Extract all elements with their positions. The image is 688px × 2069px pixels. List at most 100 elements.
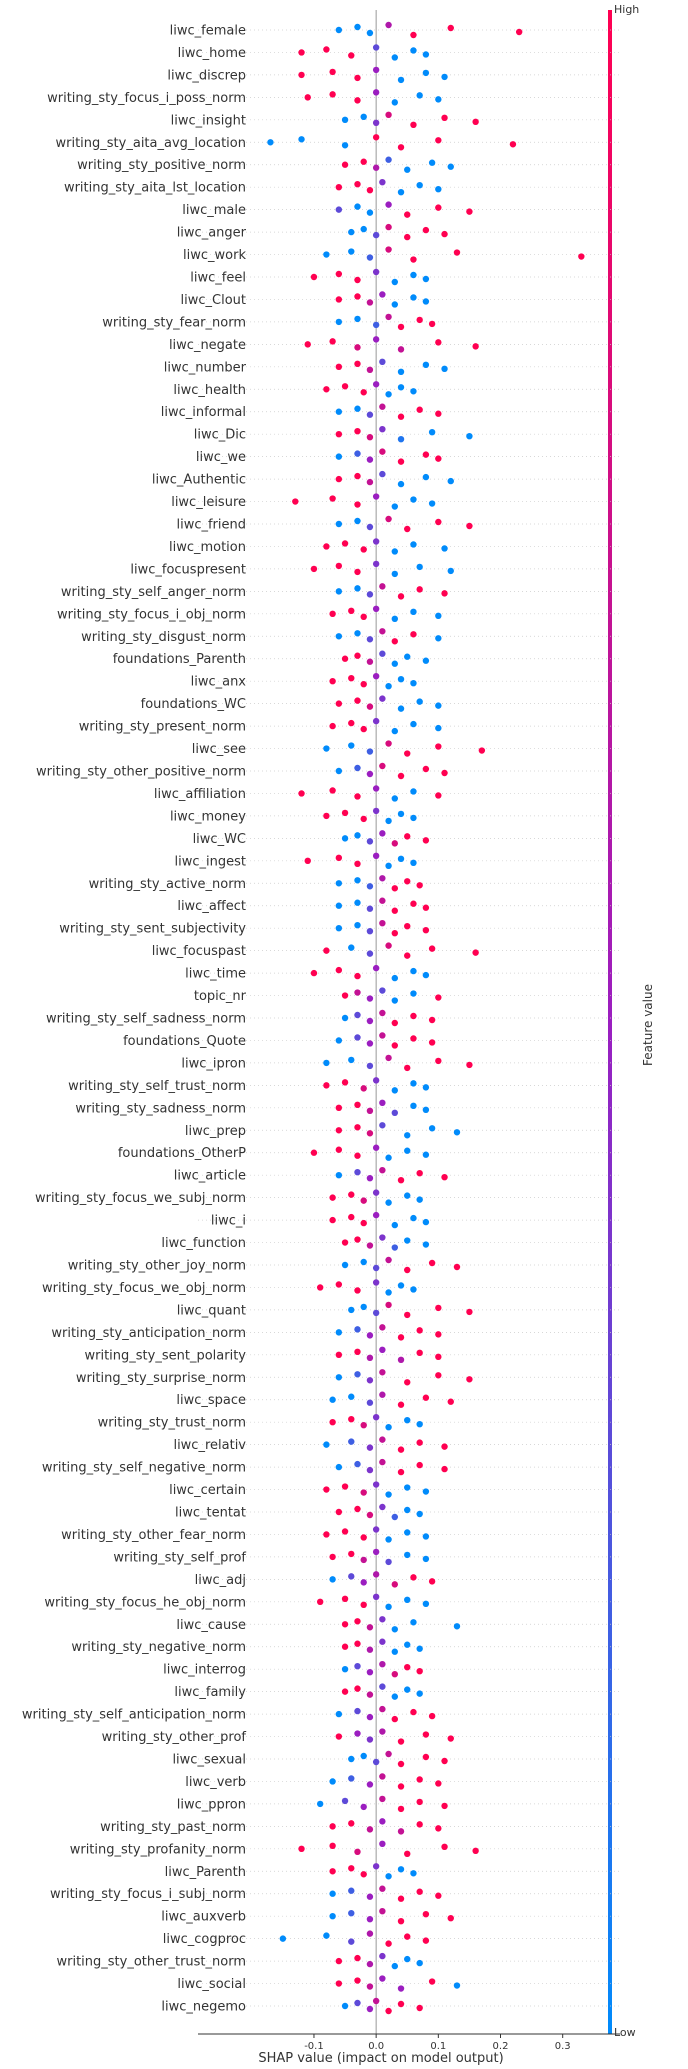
point [372,560,380,568]
point [472,1847,479,1855]
feature-label: liwc_feel [190,271,246,286]
feature-label: liwc_space [176,1393,246,1408]
point [341,116,349,124]
point [323,543,330,550]
point [391,638,398,645]
point [341,1595,349,1603]
point [335,1037,343,1044]
point [441,230,448,238]
feature-label: writing_sty_other_positive_norm [36,765,246,780]
point [379,1369,386,1376]
feature-label: topic_nr [194,989,247,1004]
point [366,1691,374,1698]
point [416,406,423,413]
point [348,1393,355,1400]
point [466,1376,473,1383]
point [379,1840,386,1848]
colorbar-high: High [614,3,639,16]
point [341,1797,349,1805]
point [379,1773,386,1780]
point [397,346,405,353]
point [428,1039,436,1046]
feature-label: writing_sty_negative_norm [71,1640,246,1655]
x-tick-label: -0.1 [304,2041,324,2052]
point [366,1983,374,1990]
point [323,947,330,954]
point [354,315,361,323]
point [366,1781,374,1788]
point [441,1173,448,1181]
feature-label: writing_sty_disgust_norm [81,630,246,645]
point [410,788,417,795]
point [391,278,398,286]
feature-label: liwc_i [211,1214,246,1229]
point [372,66,380,74]
point [279,1935,287,1942]
point [348,1775,355,1782]
point [416,586,423,593]
feature-label: liwc_WC [193,832,246,847]
point [335,1104,343,1112]
point [341,1239,349,1246]
point [354,180,361,188]
point [397,1401,405,1408]
point [335,902,343,909]
point [379,403,386,410]
feature-label: writing_sty_positive_norm [77,158,246,173]
point [354,860,361,868]
point [397,1783,405,1790]
point [360,546,367,553]
point [329,1823,336,1830]
point [366,883,374,890]
point [416,1169,423,1177]
point [391,1626,398,1633]
point [354,652,361,659]
point [416,1420,423,1428]
point [335,270,343,278]
point [379,1324,386,1331]
point [397,480,405,488]
point [391,54,398,61]
point [354,1954,361,1962]
point [379,1346,386,1354]
point [422,1151,430,1158]
point [391,99,398,106]
point [441,1802,448,1810]
point [335,363,343,371]
point [354,989,361,996]
point [404,922,411,930]
point [335,854,343,862]
point [354,630,361,637]
point [366,658,374,665]
point [410,608,417,616]
point [329,1553,336,1561]
point [335,924,343,932]
point [354,472,361,480]
x-axis-label: SHAP value (impact on model output) [258,2051,503,2066]
point [397,1468,405,1476]
point [428,428,436,436]
point [329,1576,336,1583]
point [316,1800,324,1808]
point [348,1438,355,1445]
point [435,1057,442,1065]
point [329,1194,336,1201]
feature-label: liwc_relativ [173,1438,246,1453]
point [323,1932,330,1939]
point [410,541,417,548]
point [354,1152,361,1159]
point [372,1526,380,1533]
point [447,1398,454,1405]
point [441,1843,448,1851]
point [372,164,380,171]
point [360,680,367,688]
point [329,1216,336,1224]
point [410,814,417,822]
point [341,1014,349,1022]
point [354,360,361,368]
point [292,498,299,505]
point [354,517,361,525]
feature-label: liwc_Authentic [152,473,246,488]
point [397,384,405,391]
